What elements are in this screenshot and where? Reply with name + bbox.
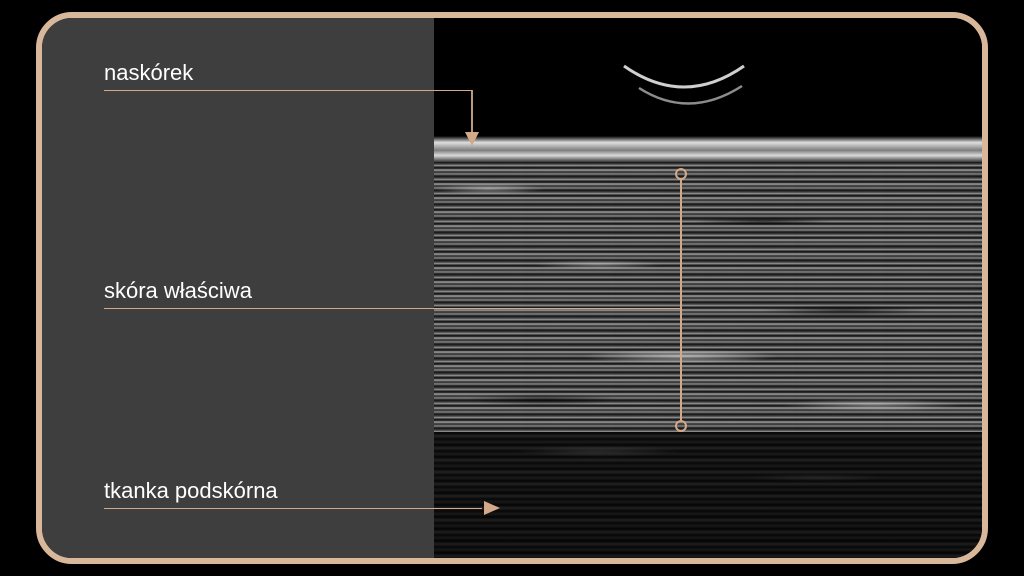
ultrasound-top-void [434,18,982,140]
ultrasound-epidermis-layer [434,136,982,162]
ultrasound-subcutis-layer [434,432,982,558]
ultrasound-image [434,18,982,558]
label-panel [42,18,434,558]
ultrasound-dermis-layer [434,162,982,432]
diagram-frame: naskórek skóra właściwa tkanka podskórna [36,12,988,564]
